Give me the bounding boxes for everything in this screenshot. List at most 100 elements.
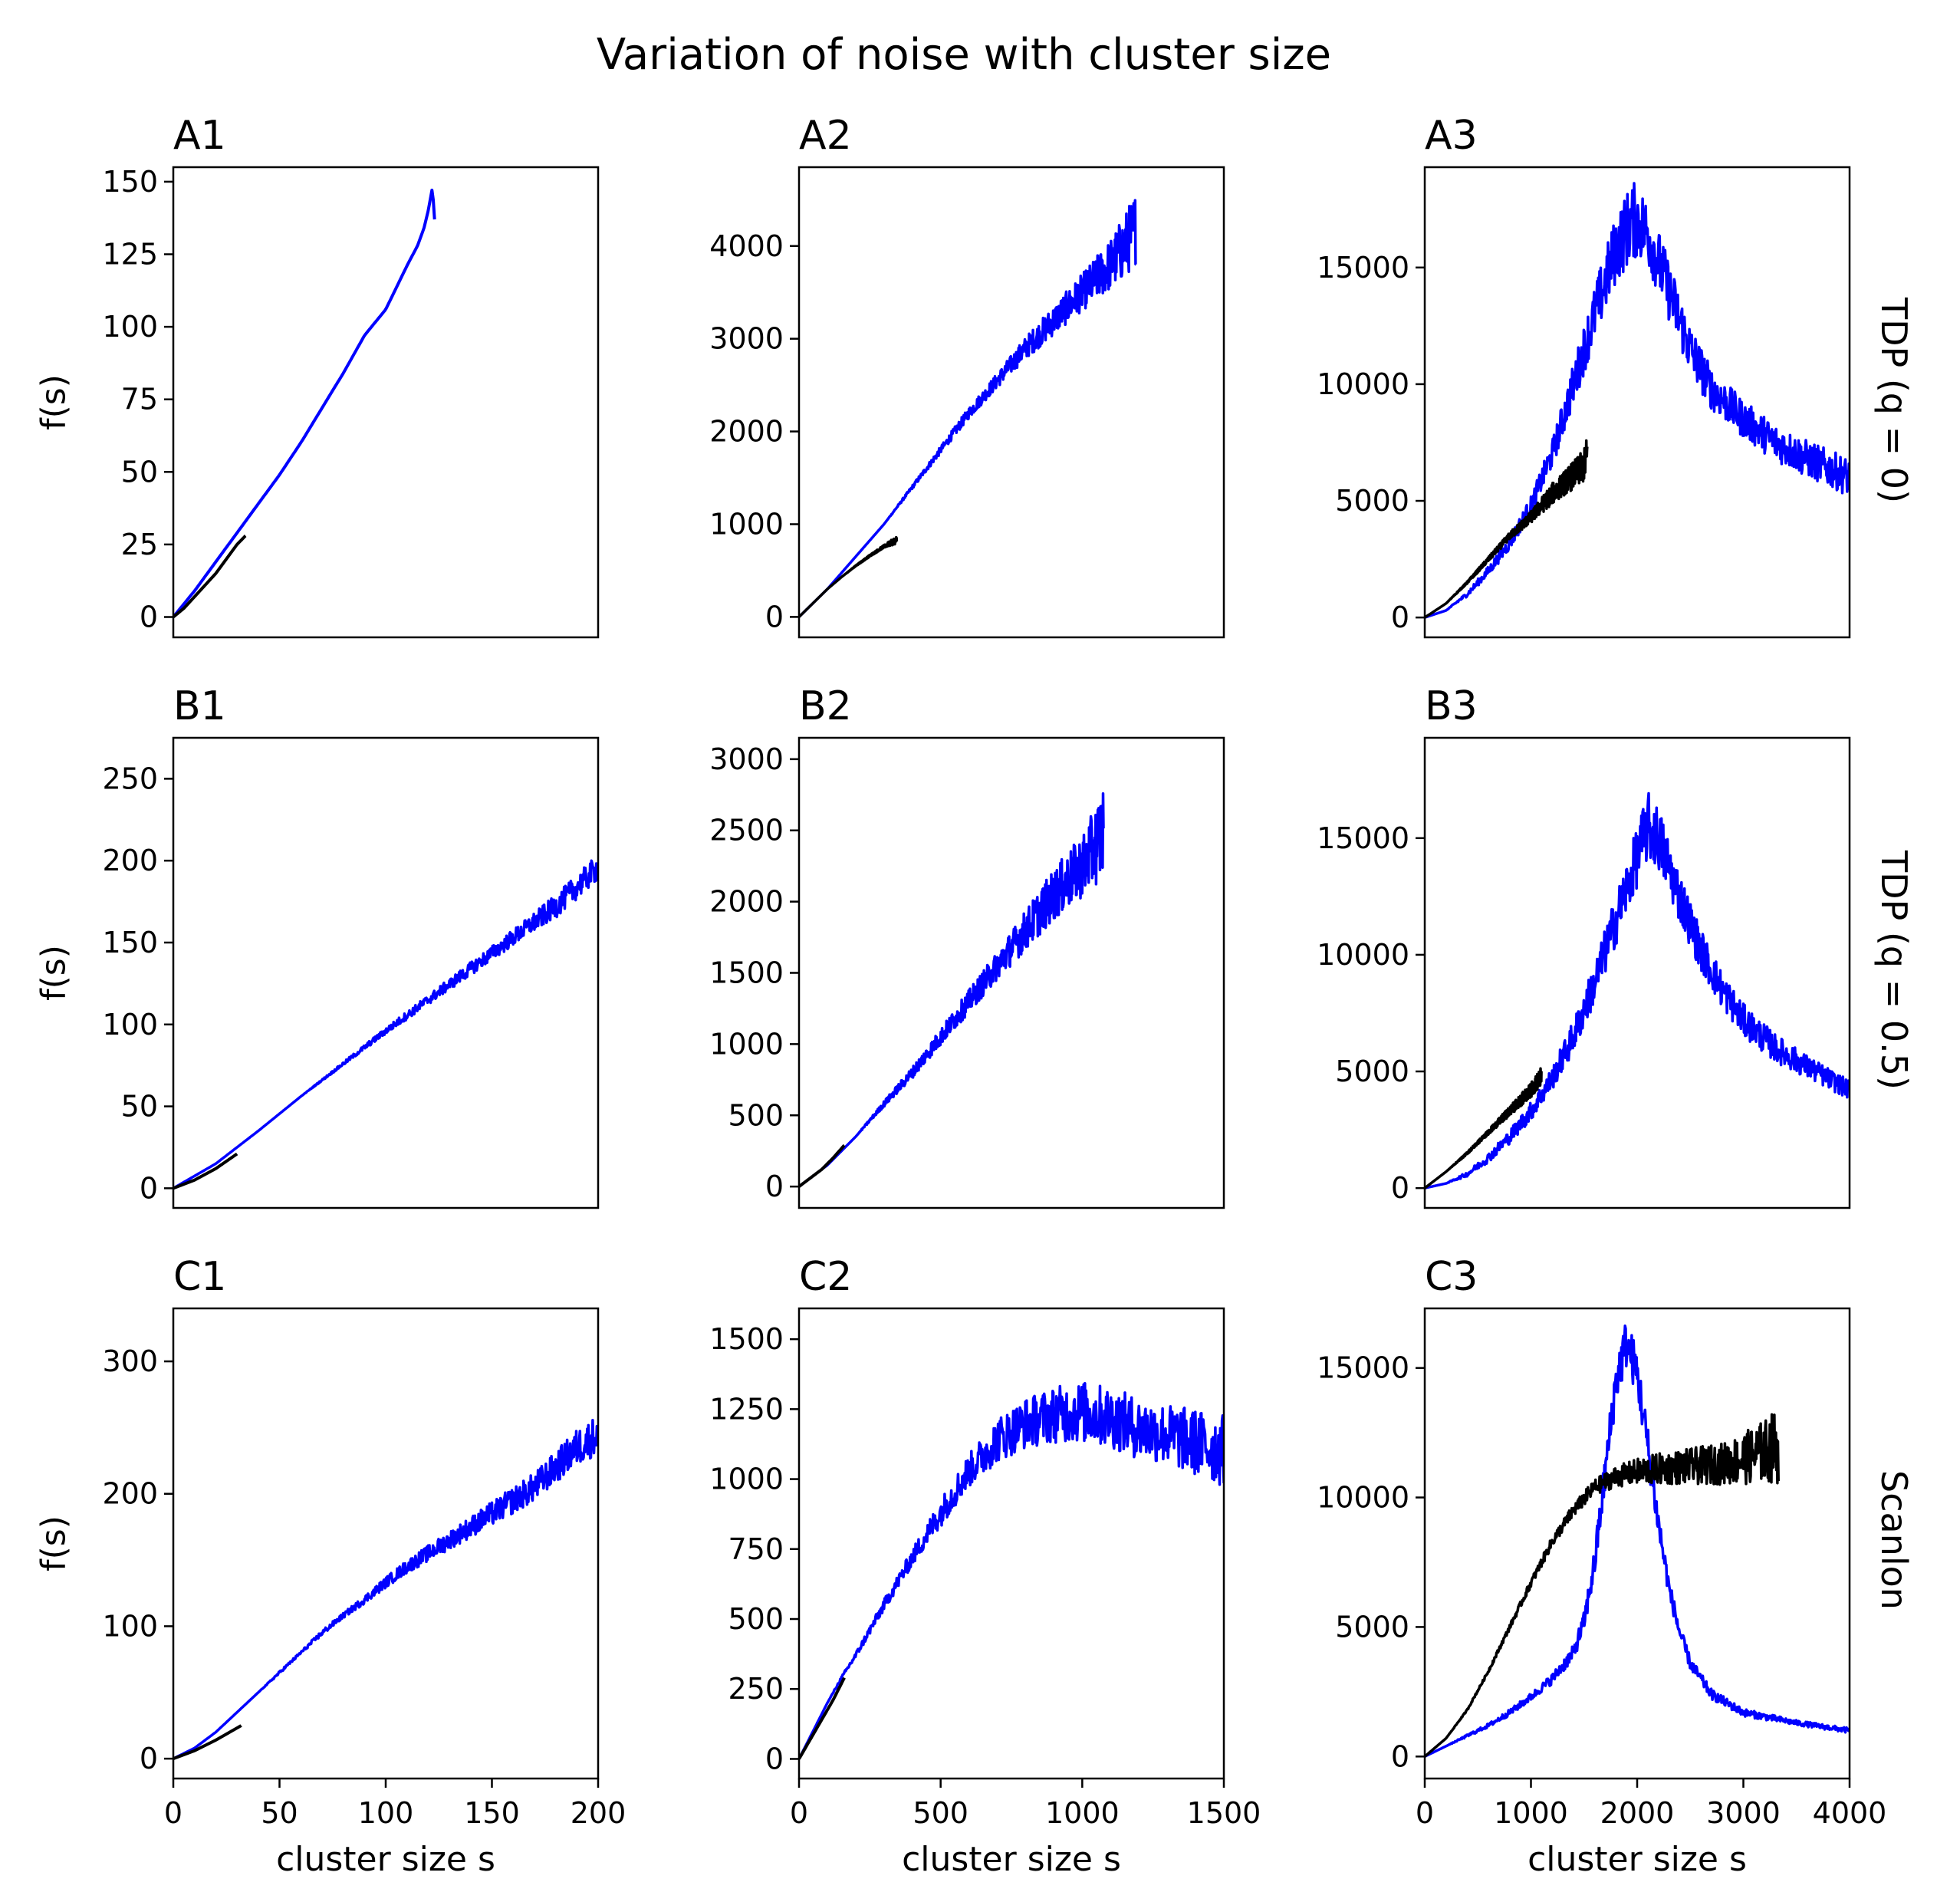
y-tick-label-B1: 250 [102,762,158,795]
x-tick-label-C1: 100 [358,1796,414,1830]
y-tick-label-C2: 1500 [709,1322,784,1356]
series-line-C3-black [1425,1413,1780,1758]
panel-C1: 0 100 200 300 0 50 100 150 200 C1 f(s) cluster size… [35,1254,626,1879]
y-tick-label-A1: 100 [102,310,158,344]
panel-title-C3: C3 [1425,1254,1478,1300]
y-axis-label-A1: f(s) [35,374,74,430]
y-tick-label-A3: 5000 [1335,484,1409,518]
y-tick-label-C1: 0 [140,1742,158,1775]
series-line-A1-blue [173,189,436,618]
plot-area-B1 [173,859,598,1190]
plot-area-B3 [1425,791,1850,1190]
y-tick-label-C3: 15000 [1317,1351,1409,1385]
plot-area-B2 [799,791,1105,1188]
x-axis-label-C2: cluster size s [902,1840,1121,1879]
series-line-B3-black [1425,1067,1543,1190]
axes-frame-A1 [172,166,600,639]
y-tick-label-C1: 200 [102,1477,158,1511]
panel-C2: 0 250 500 750 1000 1250 1500 0 500 1000 1500 C2 clus… [709,1254,1261,1879]
y-tick-label-B2: 2000 [709,885,784,919]
y-tick-label-C2: 1250 [709,1392,784,1426]
panel-title-B2: B2 [799,683,852,729]
y-tick-label-B1: 50 [121,1090,158,1124]
axes-frame-B2 [797,736,1225,1209]
series-line-A3-blue [1425,182,1850,619]
y-tick-label-C2: 0 [765,1742,784,1775]
plot-area-C1 [173,1418,598,1760]
y-tick-label-A1: 50 [121,455,158,489]
row-label-tdp-q0: TDP (q = 0) [1873,297,1915,503]
x-tick-label-C3: 4000 [1813,1796,1887,1830]
series-line-B1-black [173,1152,238,1190]
y-tick-label-C2: 750 [728,1532,784,1566]
y-tick-label-A1: 150 [102,165,158,199]
axes-frame-B3 [1423,736,1851,1209]
series-line-C2-black [799,1677,846,1760]
panel-title-A3: A3 [1425,113,1478,159]
y-tick-label-A1: 25 [121,528,158,561]
x-tick-label-C1: 200 [571,1796,626,1830]
x-tick-label-C1: 50 [261,1796,298,1830]
panel-title-A1: A1 [173,113,226,159]
series-line-C2-blue [799,1381,1224,1760]
x-tick-label-C3: 0 [1416,1796,1434,1830]
x-tick-label-C3: 2000 [1600,1796,1675,1830]
y-tick-label-A2: 1000 [709,507,784,541]
panel-title-A2: A2 [799,113,852,159]
plot-area-C2 [799,1381,1224,1760]
x-tick-label-C2: 0 [790,1796,808,1830]
y-tick-label-B1: 100 [102,1008,158,1041]
y-tick-label-B1: 150 [102,926,158,959]
y-tick-label-A1: 125 [102,238,158,271]
y-tick-label-B2: 3000 [709,742,784,776]
plot-area-C3 [1425,1324,1850,1758]
x-tick-label-C2: 1500 [1187,1796,1261,1830]
series-line-C1-black [173,1724,243,1760]
plot-area-A1 [173,189,436,619]
y-tick-label-A2: 4000 [709,229,784,263]
panel-title-C2: C2 [799,1254,852,1300]
y-tick-label-B2: 1000 [709,1027,784,1061]
y-tick-label-B2: 0 [765,1170,784,1203]
y-tick-label-B1: 0 [140,1171,158,1205]
series-line-B2-black [799,1144,846,1188]
panel-title-B1: B1 [173,683,226,729]
y-tick-label-C2: 250 [728,1672,784,1706]
panel-title-C1: C1 [173,1254,226,1300]
figure-title: Variation of noise with cluster size [597,30,1331,80]
x-axis-label-C3: cluster size s [1528,1840,1747,1879]
y-axis-label-B1: f(s) [35,945,74,1001]
series-line-C1-blue [173,1418,598,1760]
series-line-B2-blue [799,791,1105,1188]
x-tick-label-C3: 3000 [1706,1796,1781,1830]
series-line-A1-black [173,535,247,619]
y-tick-label-B3: 10000 [1317,938,1409,972]
series-line-A2-blue [799,199,1137,618]
series-line-B3-blue [1425,791,1850,1190]
series-line-C3-blue [1425,1324,1850,1758]
panel-B2: 0 500 1000 1500 2000 2500 3000 B2 [709,683,1225,1209]
y-tick-label-A2: 0 [765,600,784,633]
panel-B3: 0 5000 10000 15000 B3 [1317,683,1851,1209]
axes-frame-B1 [172,736,600,1209]
series-line-A2-black [799,535,899,618]
y-tick-label-A3: 15000 [1317,251,1409,285]
row-label-tdp-q05: TDP (q = 0.5) [1873,850,1915,1090]
row-label-scanlon: Scanlon [1873,1470,1915,1610]
x-tick-label-C1: 150 [464,1796,520,1830]
series-line-A3-black [1425,439,1589,619]
panel-title-B3: B3 [1425,683,1478,729]
y-tick-label-B2: 500 [728,1098,784,1132]
axes-frame-A3 [1423,166,1851,639]
x-tick-label-C3: 1000 [1494,1796,1568,1830]
y-tick-label-B1: 200 [102,844,158,877]
panel-C3: 0 5000 10000 15000 0 1000 2000 3000 4000 C3 cluste… [1317,1254,1886,1879]
axes-frame-A2 [797,166,1225,639]
axes-frame-C2 [797,1307,1225,1780]
y-tick-label-C1: 100 [102,1609,158,1643]
y-tick-label-B2: 2500 [709,814,784,847]
x-tick-label-C2: 500 [913,1796,968,1830]
y-tick-label-B3: 15000 [1317,821,1409,855]
y-tick-label-C1: 300 [102,1344,158,1378]
y-tick-label-C3: 5000 [1335,1610,1409,1644]
